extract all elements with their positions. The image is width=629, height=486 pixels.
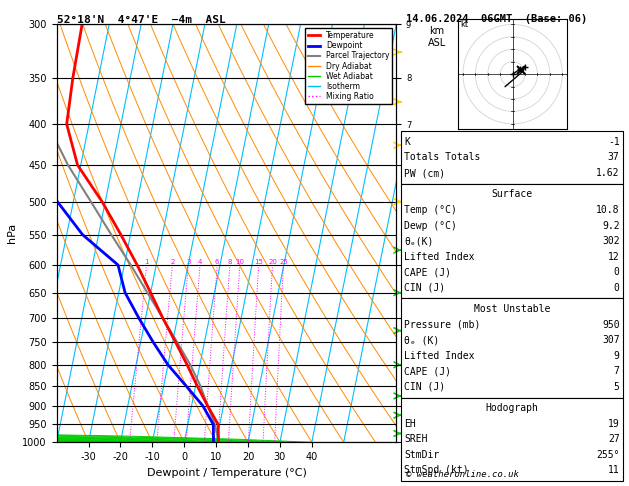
Text: 19: 19 [608,419,620,429]
Text: 7: 7 [614,366,620,376]
Text: Dewp (°C): Dewp (°C) [404,221,457,230]
Y-axis label: hPa: hPa [7,223,17,243]
Text: 27: 27 [608,434,620,444]
Text: 255°: 255° [596,450,620,460]
Text: StmDir: StmDir [404,450,440,460]
Text: 307: 307 [602,335,620,345]
Text: 1.62: 1.62 [596,168,620,178]
Text: -1: -1 [608,137,620,147]
Text: 3: 3 [186,259,191,265]
Text: CIN (J): CIN (J) [404,283,445,293]
Text: StmSpd (kt): StmSpd (kt) [404,466,469,475]
Text: Lifted Index: Lifted Index [404,351,475,361]
Legend: Temperature, Dewpoint, Parcel Trajectory, Dry Adiabat, Wet Adiabat, Isotherm, Mi: Temperature, Dewpoint, Parcel Trajectory… [305,28,392,104]
Text: 6: 6 [215,259,220,265]
Text: 37: 37 [608,153,620,162]
Text: θₑ (K): θₑ (K) [404,335,440,345]
Text: SREH: SREH [404,434,428,444]
Text: K: K [404,137,410,147]
Text: 0: 0 [614,267,620,277]
Text: PW (cm): PW (cm) [404,168,445,178]
X-axis label: Dewpoint / Temperature (°C): Dewpoint / Temperature (°C) [147,468,306,478]
Text: 52°18'N  4°47'E  −4m  ASL: 52°18'N 4°47'E −4m ASL [57,15,225,25]
Text: 8: 8 [228,259,232,265]
Text: Lifted Index: Lifted Index [404,252,475,261]
Text: 9: 9 [614,351,620,361]
Text: 25: 25 [279,259,288,265]
Text: 1: 1 [144,259,149,265]
Y-axis label: km
ASL: km ASL [428,26,446,48]
Text: θₑ(K): θₑ(K) [404,236,434,246]
Text: 4: 4 [198,259,203,265]
Text: © weatheronline.co.uk: © weatheronline.co.uk [406,469,518,479]
Text: 9.2: 9.2 [602,221,620,230]
Text: 11: 11 [608,466,620,475]
Text: 20: 20 [268,259,277,265]
Text: Temp (°C): Temp (°C) [404,205,457,215]
Text: Pressure (mb): Pressure (mb) [404,320,481,330]
Text: 0: 0 [614,283,620,293]
Text: 10: 10 [235,259,245,265]
Text: Hodograph: Hodograph [486,403,538,413]
Text: CAPE (J): CAPE (J) [404,267,452,277]
Text: CAPE (J): CAPE (J) [404,366,452,376]
Text: 15: 15 [254,259,263,265]
Text: 5: 5 [614,382,620,392]
Text: CIN (J): CIN (J) [404,382,445,392]
Text: 12: 12 [608,252,620,261]
Text: 2: 2 [170,259,174,265]
Text: Most Unstable: Most Unstable [474,304,550,314]
Text: 10.8: 10.8 [596,205,620,215]
Text: Totals Totals: Totals Totals [404,153,481,162]
Text: 950: 950 [602,320,620,330]
Text: EH: EH [404,419,416,429]
Text: 14.06.2024  06GMT  (Base: 06): 14.06.2024 06GMT (Base: 06) [406,14,587,24]
Text: Surface: Surface [491,190,533,199]
Text: kt: kt [460,20,469,29]
Text: 302: 302 [602,236,620,246]
